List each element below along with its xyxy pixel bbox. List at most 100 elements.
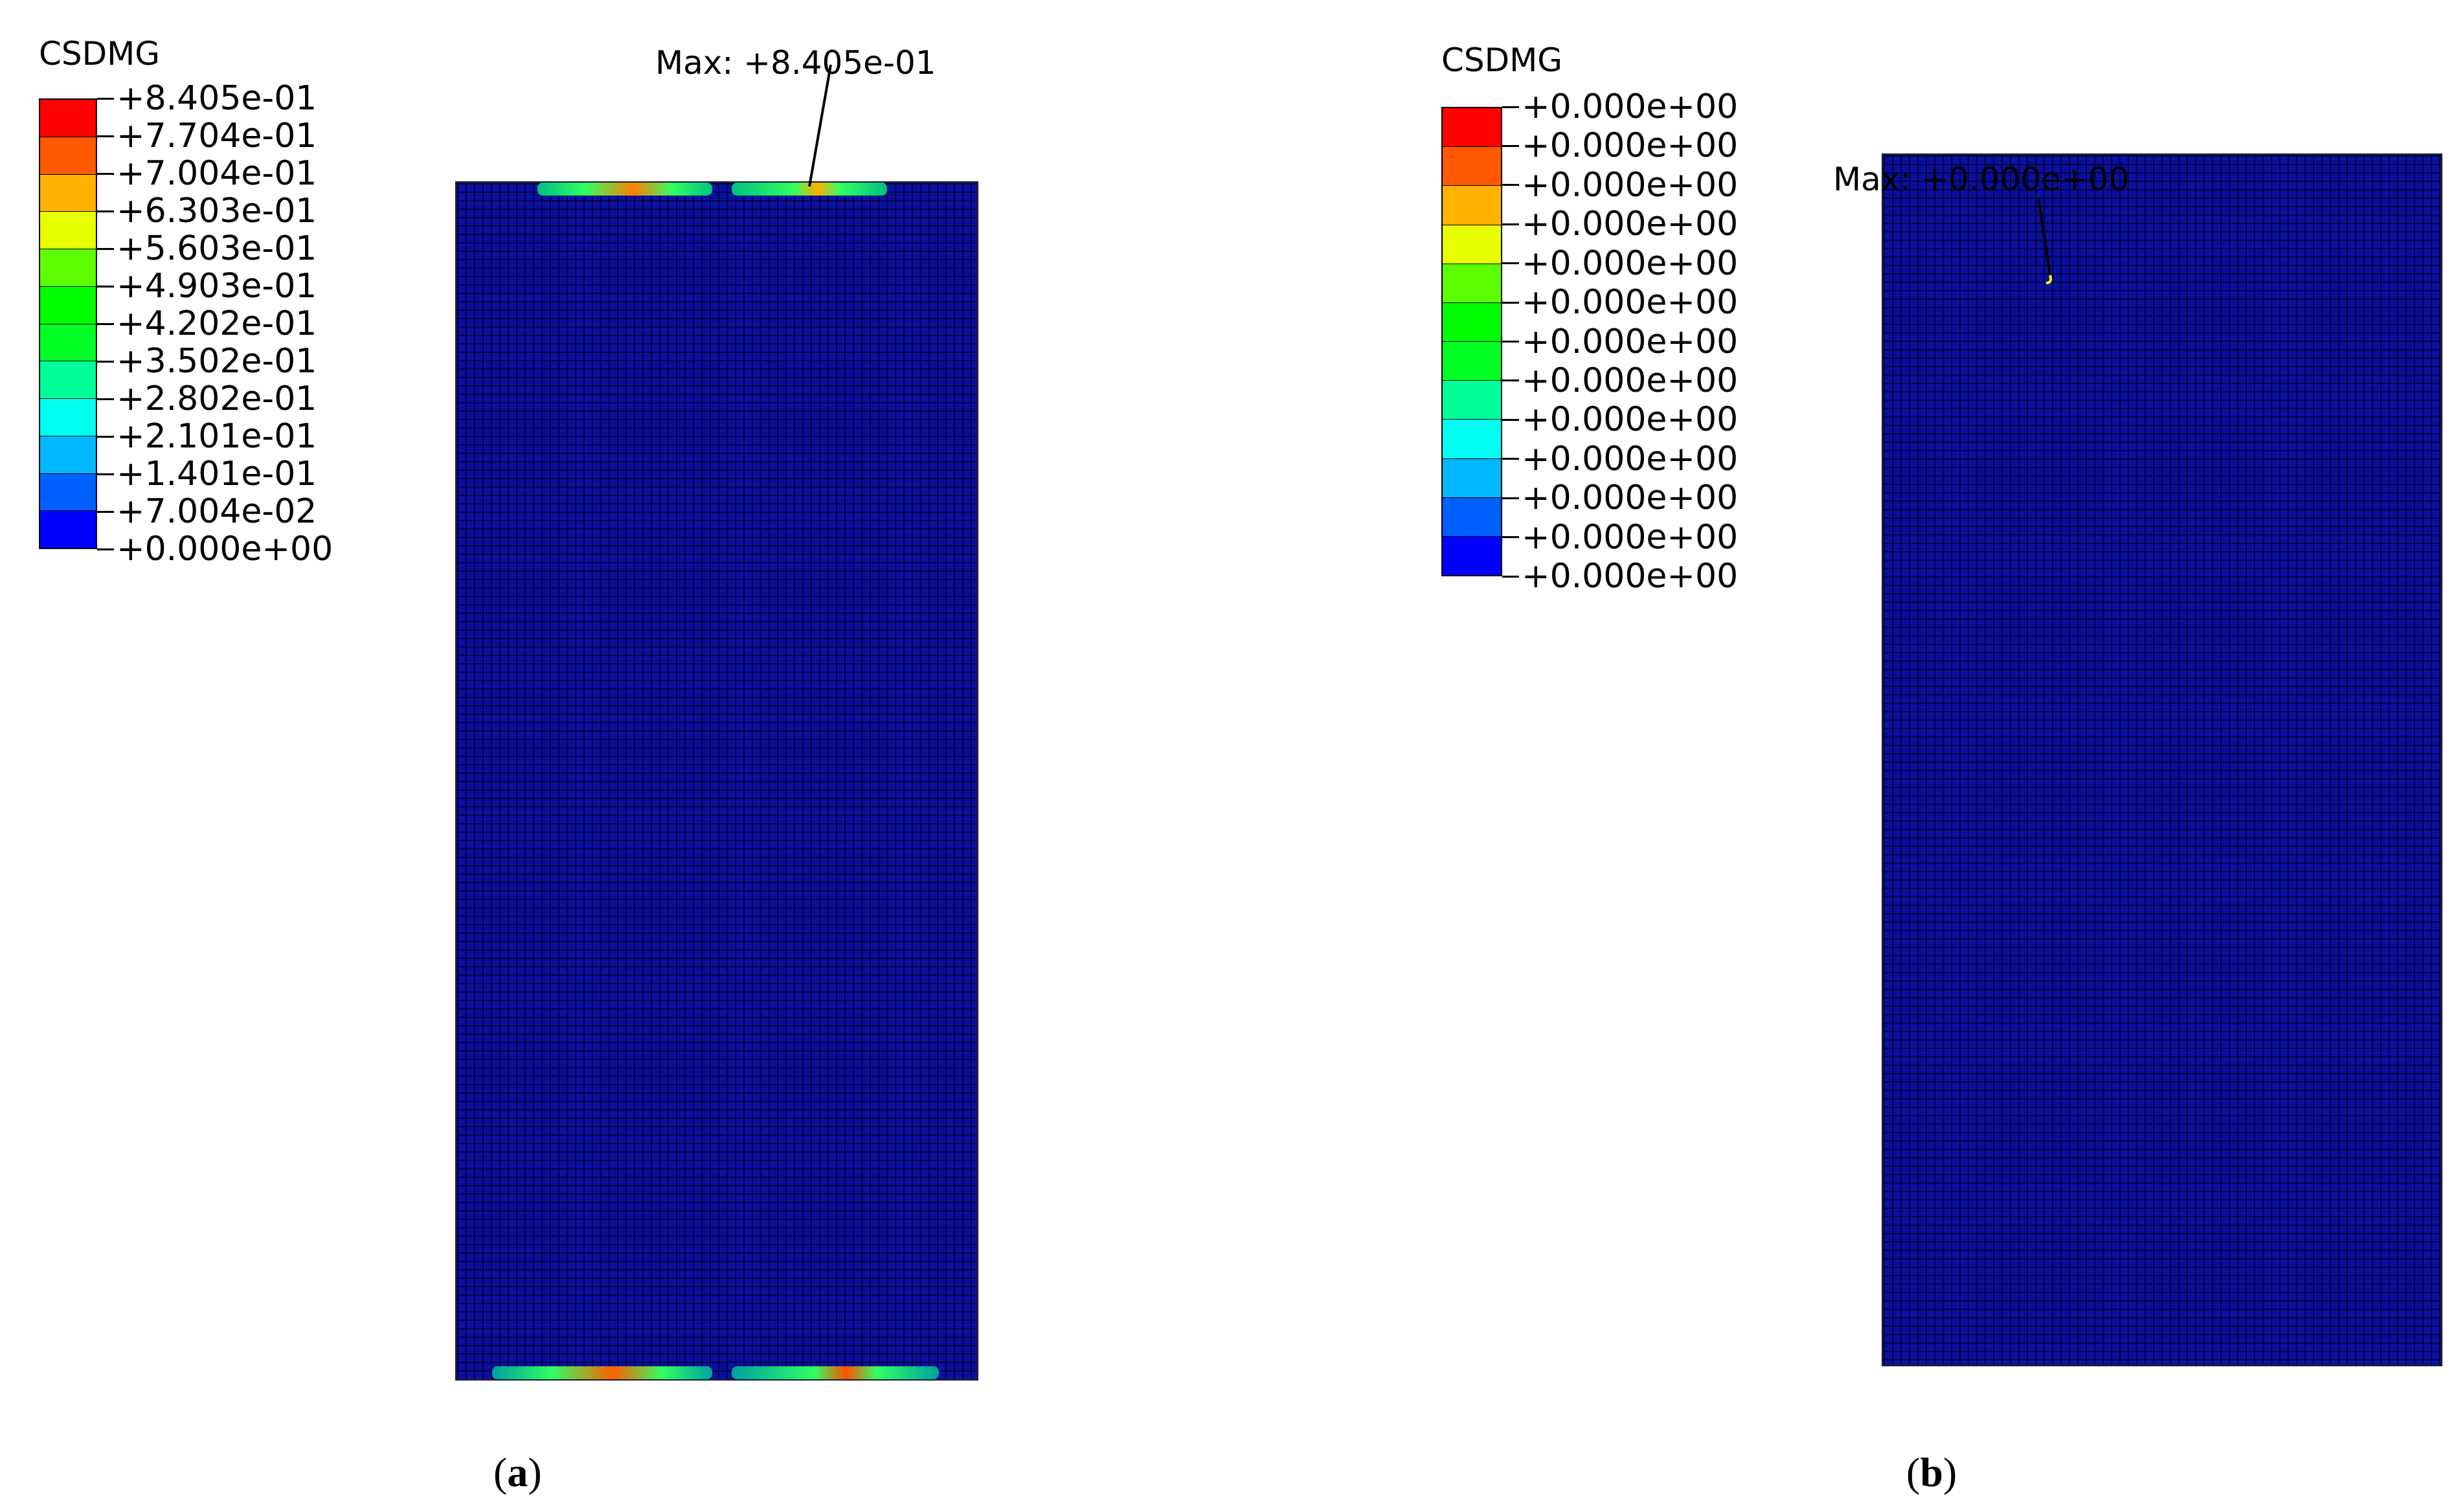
color-bar-segment: [40, 249, 96, 287]
color-bar-segment: [40, 174, 96, 212]
legend-tick-label: +8.405e-01: [117, 79, 317, 118]
legend-tick-label: +1.401e-01: [117, 455, 317, 493]
legend-tick-mark: [1502, 575, 1519, 578]
caption-open: (: [1906, 1449, 1921, 1495]
legend-tick-mark: [97, 285, 114, 288]
legend-tick-mark: [1502, 262, 1519, 265]
legend-tick-mark: [97, 172, 114, 175]
legend-tick-label: +0.000e+00: [1522, 557, 1739, 596]
legend-tick-label: +5.603e-01: [117, 229, 317, 268]
mesh-specimen: [1882, 153, 2442, 1366]
color-bar-segment: [40, 100, 96, 137]
caption-letter: b: [1920, 1449, 1943, 1495]
color-bar-segment: [1443, 302, 1501, 343]
legend-tick-label: +2.802e-01: [117, 379, 317, 418]
legend-tick-mark: [97, 210, 114, 212]
color-bar-segment: [1443, 225, 1501, 264]
legend-tick-mark: [1502, 418, 1519, 421]
legend-tick-mark: [97, 473, 114, 475]
color-bar-segment: [1443, 458, 1501, 498]
legend-tick-mark: [97, 135, 114, 137]
legend-tick-label: +0.000e+00: [1522, 400, 1739, 440]
legend-tick-label: +0.000e+00: [1522, 322, 1739, 361]
color-bar-segment: [40, 324, 96, 362]
panel-a: CSDMG +8.405e-01 +7.704e-01 +7.004e-01 +6.3…: [39, 35, 978, 1493]
legend-tick-label: +7.004e-01: [117, 154, 317, 193]
legend-tick-label: +4.202e-01: [117, 304, 317, 343]
color-bar-segment: [1443, 381, 1501, 420]
caption-a: (a): [493, 1452, 542, 1493]
legend-tick-label: +6.303e-01: [117, 192, 317, 231]
legend-tick-label: +0.000e+00: [1522, 126, 1739, 166]
max-label: Max: +8.405e-01: [655, 44, 936, 82]
legend-tick-label: +0.000e+00: [1522, 205, 1739, 244]
legend-tick-mark: [1502, 144, 1519, 147]
legend-tick-mark: [1502, 106, 1519, 108]
legend-tick-label: +0.000e+00: [1522, 361, 1739, 400]
color-bar-segment: [1443, 264, 1501, 303]
legend-tick-mark: [97, 510, 114, 513]
color-bar-segment: [1443, 108, 1501, 148]
color-bar-segment: [1443, 420, 1501, 459]
damage-band-top-right: [732, 183, 887, 196]
legend-tick-mark: [1502, 458, 1519, 460]
color-bar-segment: [40, 361, 96, 399]
legend-tick-label: +0.000e+00: [1522, 87, 1739, 126]
legend-tick-mark: [97, 322, 114, 325]
color-bar-segment: [1443, 147, 1501, 186]
caption-open: (: [493, 1449, 508, 1495]
color-bar-segment: [40, 212, 96, 249]
color-bar-segment: [40, 436, 96, 474]
legend-tick-label: +0.000e+00: [117, 530, 333, 569]
caption-b: (b): [1906, 1452, 1957, 1493]
caption-close: ): [1943, 1449, 1957, 1495]
legend-title: CSDMG: [39, 35, 161, 73]
legend-tick-label: +0.000e+00: [1522, 165, 1739, 205]
damage-band-bottom-right: [732, 1366, 939, 1379]
color-bar-segment: [1443, 536, 1501, 576]
caption-close: ): [528, 1449, 542, 1495]
legend-tick-mark: [97, 398, 114, 400]
color-bar-segment: [40, 137, 96, 175]
legend-tick-label: +0.000e+00: [1522, 243, 1739, 283]
color-bar: [39, 98, 97, 549]
damage-band-top-left: [537, 183, 712, 196]
damage-band-bottom-left: [492, 1366, 712, 1379]
panel-b: CSDMG +0.000e+00 +0.000e+00 +0.000e+00 +0.0…: [1228, 0, 2456, 1512]
caption-letter: a: [507, 1449, 528, 1495]
color-bar-segment: [1443, 497, 1501, 537]
legend-tick-mark: [1502, 301, 1519, 304]
legend-tick-mark: [1502, 223, 1519, 225]
color-bar-segment: [1443, 186, 1501, 225]
legend-title: CSDMG: [1441, 41, 1563, 79]
legend-tick-labels: +0.000e+00 +0.000e+00 +0.000e+00 +0.000e+00…: [1502, 90, 1787, 593]
legend-tick-mark: [97, 97, 114, 100]
legend-tick-mark: [1502, 184, 1519, 186]
color-bar-segment: [40, 473, 96, 512]
max-label: Max: +0.000e+00: [1833, 161, 2130, 198]
legend-tick-label: +4.903e-01: [117, 267, 317, 306]
mesh-specimen: [455, 181, 978, 1381]
legend-tick-mark: [97, 360, 114, 363]
legend-tick-mark: [1502, 536, 1519, 539]
legend-tick-mark: [1502, 497, 1519, 499]
legend-tick-label: +0.000e+00: [1522, 283, 1739, 322]
legend-tick-label: +3.502e-01: [117, 342, 317, 381]
legend-tick-labels: +8.405e-01 +7.704e-01 +7.004e-01 +6.303e-01…: [97, 82, 369, 566]
color-bar-segment: [1443, 342, 1501, 381]
legend-tick-mark: [97, 548, 114, 550]
legend-tick-label: +0.000e+00: [1522, 479, 1739, 518]
legend-tick-mark: [1502, 341, 1519, 343]
legend-tick-mark: [97, 435, 114, 438]
legend-tick-label: +0.000e+00: [1522, 517, 1739, 557]
legend-tick-label: +2.101e-01: [117, 417, 317, 456]
color-bar-segment: [40, 511, 96, 548]
color-bar: [1441, 107, 1502, 576]
legend-tick-label: +7.004e-02: [117, 492, 317, 531]
legend-tick-label: +0.000e+00: [1522, 439, 1739, 479]
color-bar-segment: [40, 399, 96, 436]
legend-tick-mark: [97, 247, 114, 250]
max-leader-line: [808, 64, 832, 187]
legend-tick-label: +7.704e-01: [117, 117, 317, 155]
max-leader-line: [2037, 197, 2053, 284]
